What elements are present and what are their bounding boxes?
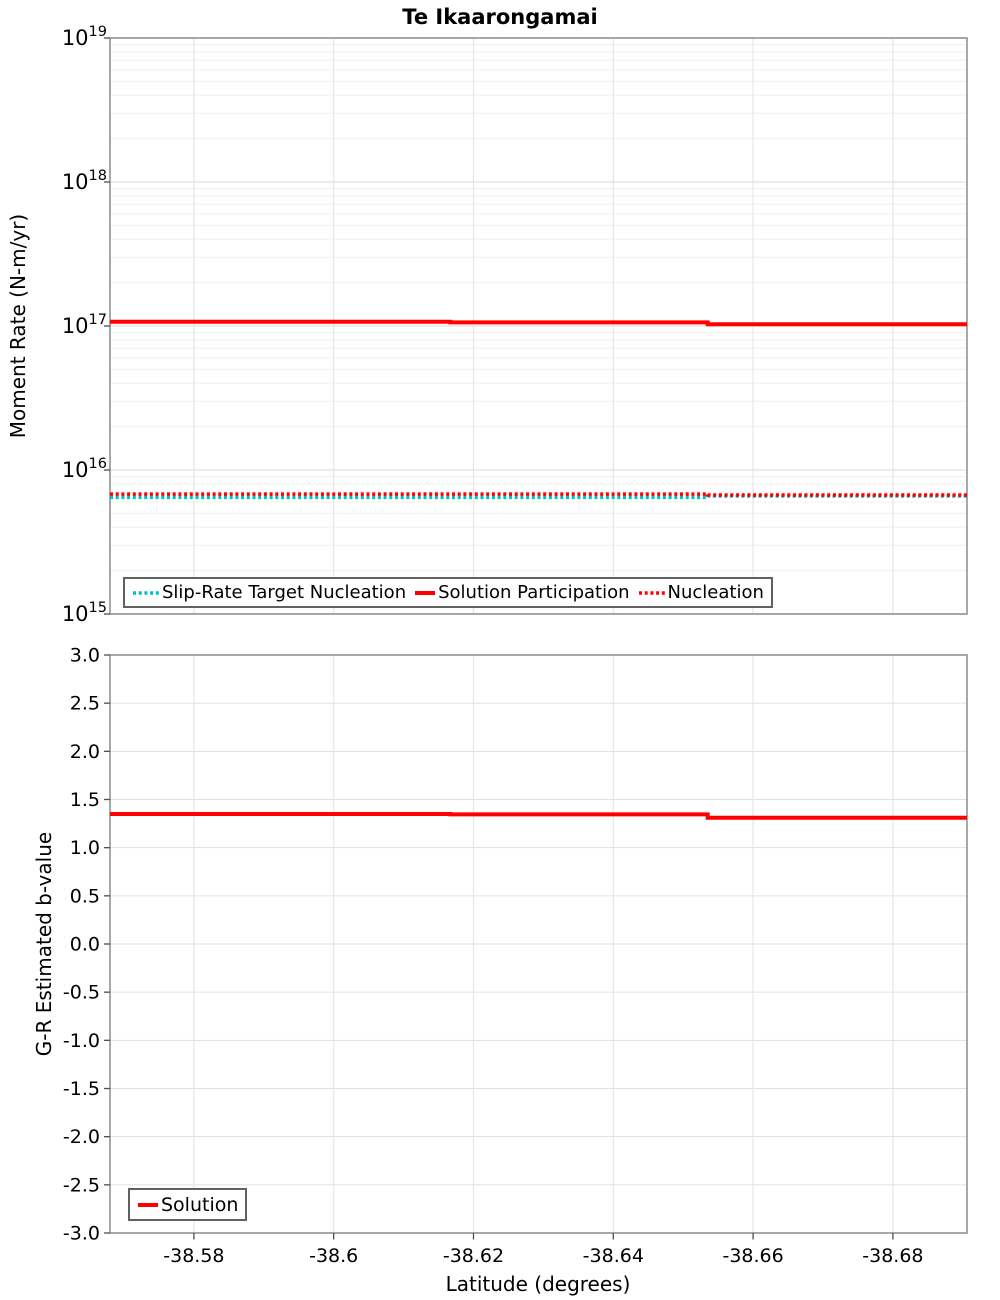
legend-item-solution: Solution — [137, 1194, 238, 1216]
y-tick-label: -2.5 — [63, 1174, 100, 1196]
y-axis-ticks: 1019 1018 1017 1016 1015 — [62, 24, 110, 626]
dotted-line-swatch-icon — [133, 590, 159, 595]
gridlines — [110, 37, 967, 615]
solid-line-swatch-icon — [415, 590, 436, 595]
x-axis-ticks: -38.58 -38.6 -38.62 -38.64 -38.66 -38.68 — [163, 1233, 924, 1267]
y-tick-label: 1016 — [62, 456, 107, 482]
legend-label: Solution — [161, 1193, 239, 1216]
moment-rate-legend: Slip-Rate Target Nucleation Solution Part… — [123, 577, 773, 608]
b-value-axis-label: G-R Estimated b-value — [32, 831, 56, 1057]
b-value-plot: 3.0 2.5 2.0 1.5 1.0 0.5 0.0 -0.5 -1.0 -1.5 -2.0 -2.… — [63, 645, 968, 1267]
chart-title: Te Ikaarongamai — [402, 5, 598, 29]
dotted-line-swatch-icon — [638, 590, 665, 595]
y-tick-label: 0.5 — [70, 885, 100, 907]
y-tick-label: 1017 — [62, 312, 107, 338]
gridlines — [110, 654, 967, 1234]
x-tick-label: -38.6 — [309, 1245, 358, 1267]
series-nucleation — [110, 492, 967, 497]
latitude-axis-label: Latitude (degrees) — [445, 1272, 631, 1296]
legend-item-slip-rate-target-nucleation: Slip-Rate Target Nucleation — [132, 582, 406, 603]
series-solution — [110, 812, 967, 820]
y-tick-label: 2.0 — [70, 741, 100, 763]
y-tick-label: -3.0 — [63, 1223, 100, 1245]
y-tick-label: 1.0 — [70, 837, 100, 859]
x-tick-label: -38.64 — [583, 1245, 644, 1267]
moment-rate-plot: 1019 1018 1017 1016 1015 — [62, 24, 968, 626]
legend-label: Solution Participation — [438, 582, 630, 603]
series-slip-rate-target-nucleation — [110, 494, 967, 500]
y-tick-label: 0.0 — [70, 934, 100, 956]
y-tick-label: 2.5 — [70, 693, 100, 715]
y-tick-label: 1018 — [62, 168, 107, 194]
y-tick-label: -2.0 — [63, 1126, 100, 1148]
legend-item-nucleation: Nucleation — [638, 582, 764, 603]
x-tick-label: -38.68 — [862, 1245, 923, 1267]
legend-item-solution-participation: Solution Participation — [414, 582, 630, 603]
y-tick-label: -1.5 — [63, 1078, 100, 1100]
b-value-legend: Solution — [128, 1188, 248, 1221]
y-tick-label: -0.5 — [63, 982, 100, 1004]
legend-label: Slip-Rate Target Nucleation — [162, 582, 407, 603]
x-tick-label: -38.66 — [722, 1245, 783, 1267]
moment-rate-axis-label: Moment Rate (N-m/yr) — [6, 213, 30, 439]
y-tick-label: -1.0 — [63, 1030, 100, 1052]
x-tick-label: -38.58 — [163, 1245, 224, 1267]
x-tick-label: -38.62 — [443, 1245, 504, 1267]
y-tick-label: 1015 — [62, 600, 107, 626]
solid-line-swatch-icon — [138, 1202, 158, 1207]
series-solution-participation — [110, 319, 967, 327]
y-axis-ticks: 3.0 2.5 2.0 1.5 1.0 0.5 0.0 -0.5 -1.0 -1.5 -2.0 -2.… — [63, 645, 110, 1245]
legend-label: Nucleation — [667, 582, 764, 603]
y-tick-label: 1.5 — [70, 789, 100, 811]
y-tick-label: 3.0 — [70, 645, 100, 667]
y-tick-label: 1019 — [62, 24, 107, 50]
